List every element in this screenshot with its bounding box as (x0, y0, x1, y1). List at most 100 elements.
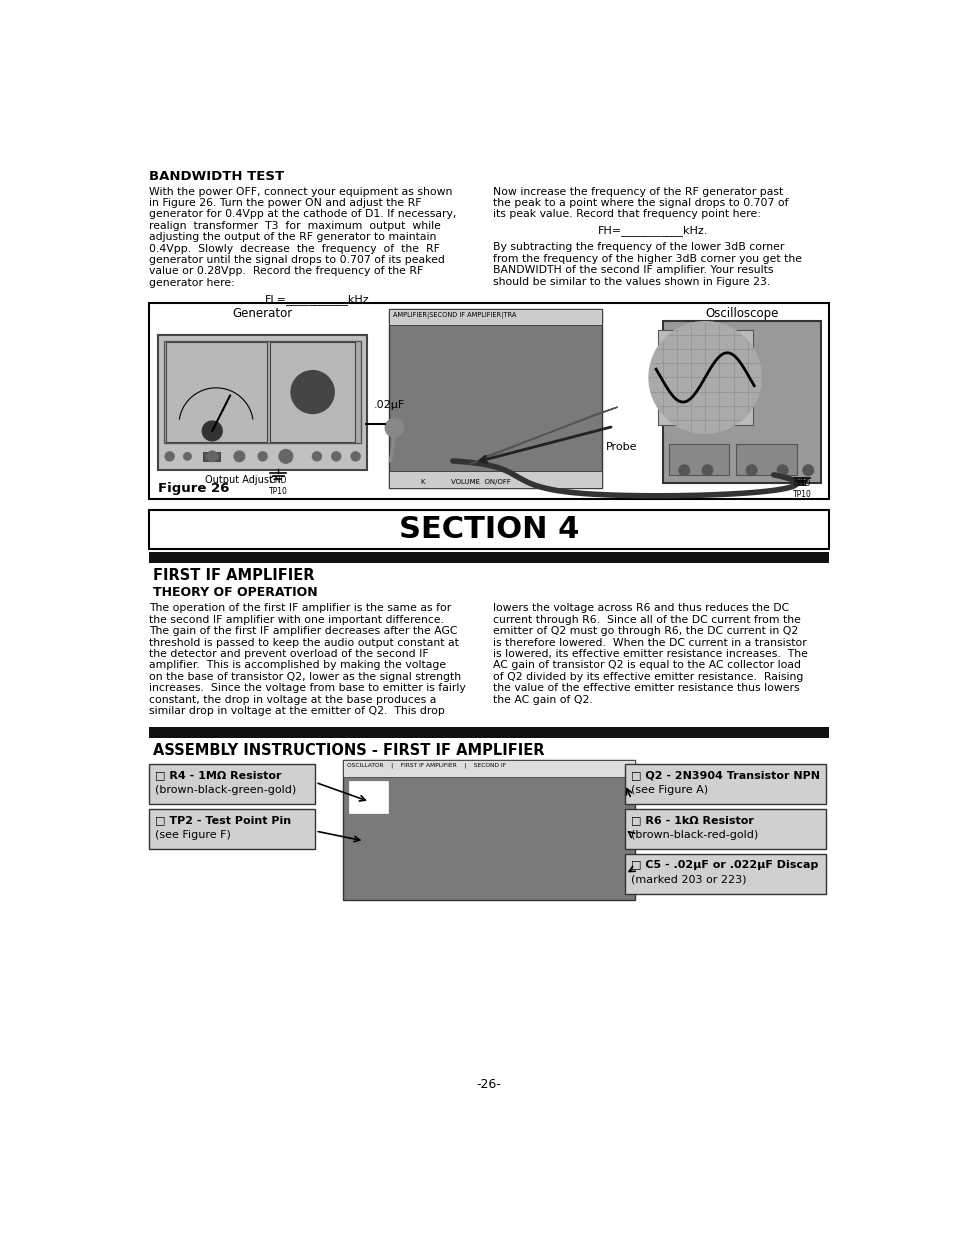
Text: □ R6 - 1kΩ Resistor: □ R6 - 1kΩ Resistor (631, 815, 753, 825)
Text: generator for 0.4Vpp at the cathode of D1. If necessary,: generator for 0.4Vpp at the cathode of D… (149, 210, 456, 220)
Text: AC gain of transistor Q2 is equal to the AC collector load: AC gain of transistor Q2 is equal to the… (493, 661, 800, 671)
Text: AMPLIFIER|SECOND IF AMPLIFIER|TRA: AMPLIFIER|SECOND IF AMPLIFIER|TRA (393, 311, 516, 319)
Text: VOLUME  ON/OFF: VOLUME ON/OFF (451, 479, 510, 485)
Bar (661, 321, 821, 483)
Bar (389, 471, 601, 488)
Circle shape (385, 419, 403, 437)
Text: With the power OFF, connect your equipment as shown: With the power OFF, connect your equipme… (149, 186, 452, 196)
Text: in Figure 26. Turn the power ON and adjust the RF: in Figure 26. Turn the power ON and adju… (149, 198, 421, 207)
Bar (342, 760, 635, 777)
Text: similar drop in voltage at the emitter of Q2.  This drop: similar drop in voltage at the emitter o… (149, 706, 444, 716)
Text: generator here:: generator here: (149, 278, 234, 288)
Circle shape (802, 464, 813, 475)
Text: (brown-black-green-gold): (brown-black-green-gold) (154, 785, 295, 795)
Text: By subtracting the frequency of the lower 3dB corner: By subtracting the frequency of the lowe… (493, 242, 783, 252)
Bar (149, 303, 828, 499)
Text: constant, the drop in voltage at the base produces a: constant, the drop in voltage at the bas… (149, 694, 436, 705)
Circle shape (312, 452, 321, 461)
Text: current through R6.  Since all of the DC current from the: current through R6. Since all of the DC … (493, 615, 800, 625)
Text: □ Q2 - 2N3904 Transistor NPN: □ Q2 - 2N3904 Transistor NPN (631, 771, 820, 781)
Bar (657, 330, 752, 425)
Text: □ TP2 - Test Point Pin: □ TP2 - Test Point Pin (154, 815, 291, 825)
Bar (149, 510, 828, 548)
Text: realign  transformer  T3  for  maximum  output  while: realign transformer T3 for maximum outpu… (149, 221, 440, 231)
Circle shape (257, 452, 267, 461)
Text: OSCILLATOR    |    FIRST IF AMPLIFIER    |    SECOND IF: OSCILLATOR | FIRST IF AMPLIFIER | SECOND… (346, 763, 505, 768)
Text: lowers the voltage across R6 and thus reduces the DC: lowers the voltage across R6 and thus re… (493, 604, 788, 614)
Text: SECTION 4: SECTION 4 (398, 515, 578, 543)
Bar (342, 760, 635, 900)
Bar (624, 764, 825, 804)
Text: 0.4Vpp.  Slowly  decrease  the  frequency  of  the  RF: 0.4Vpp. Slowly decrease the frequency of… (149, 243, 439, 253)
Bar (349, 781, 387, 813)
Text: emitter of Q2 must go through R6, the DC current in Q2: emitter of Q2 must go through R6, the DC… (493, 626, 798, 636)
Text: FL=___________kHz.: FL=___________kHz. (264, 294, 373, 305)
Circle shape (207, 451, 217, 462)
Text: Output Adjust: Output Adjust (205, 474, 273, 485)
Text: is therefore lowered.  When the DC current in a transistor: is therefore lowered. When the DC curren… (493, 637, 805, 647)
Bar (158, 336, 367, 471)
Bar (668, 445, 728, 474)
Text: the peak to a point where the signal drops to 0.707 of: the peak to a point where the signal dro… (493, 198, 787, 207)
Bar (149, 809, 315, 848)
Text: (see Figure F): (see Figure F) (154, 830, 231, 840)
Text: GND
TP10: GND TP10 (269, 477, 287, 495)
Bar (270, 342, 355, 442)
Circle shape (165, 452, 174, 461)
Circle shape (679, 464, 689, 475)
Text: should be similar to the values shown in Figure 23.: should be similar to the values shown in… (493, 277, 769, 287)
Text: the detector and prevent overload of the second IF: the detector and prevent overload of the… (149, 650, 428, 659)
Text: (brown-black-red-gold): (brown-black-red-gold) (631, 830, 758, 840)
Text: Now increase the frequency of the RF generator past: Now increase the frequency of the RF gen… (493, 186, 782, 196)
Text: -26-: -26- (476, 1078, 500, 1092)
Text: the AC gain of Q2.: the AC gain of Q2. (493, 694, 592, 705)
Text: .02μF: .02μF (373, 400, 404, 410)
Bar (149, 764, 315, 804)
Text: value or 0.28Vpp.  Record the frequency of the RF: value or 0.28Vpp. Record the frequency o… (149, 267, 422, 277)
Text: BANDWIDTH TEST: BANDWIDTH TEST (149, 169, 284, 183)
Text: the second IF amplifier with one important difference.: the second IF amplifier with one importa… (149, 615, 443, 625)
Circle shape (649, 322, 760, 433)
Circle shape (291, 370, 334, 414)
Text: from the frequency of the higher 3dB corner you get the: from the frequency of the higher 3dB cor… (493, 254, 801, 264)
Bar (389, 309, 601, 488)
Bar (166, 342, 266, 442)
Circle shape (278, 450, 293, 463)
Text: K: K (419, 479, 424, 485)
Text: Generator: Generator (233, 308, 293, 320)
Text: GND
TP10: GND TP10 (792, 479, 811, 499)
Bar (624, 853, 825, 894)
Polygon shape (470, 408, 617, 464)
Circle shape (745, 464, 757, 475)
Bar (149, 726, 828, 739)
Text: □ C5 - .02μF or .022μF Discap: □ C5 - .02μF or .022μF Discap (631, 860, 818, 869)
Circle shape (202, 421, 222, 441)
Circle shape (233, 451, 245, 462)
Bar (624, 809, 825, 848)
Bar (736, 445, 796, 474)
Text: (marked 203 or 223): (marked 203 or 223) (631, 874, 746, 884)
Text: threshold is passed to keep the audio output constant at: threshold is passed to keep the audio ou… (149, 637, 458, 647)
Bar (389, 309, 601, 326)
Circle shape (351, 452, 360, 461)
Text: ASSEMBLY INSTRUCTIONS - FIRST IF AMPLIFIER: ASSEMBLY INSTRUCTIONS - FIRST IF AMPLIFI… (152, 742, 543, 758)
Text: its peak value. Record that frequency point here:: its peak value. Record that frequency po… (493, 210, 760, 220)
Circle shape (183, 452, 192, 461)
Text: The gain of the first IF amplifier decreases after the AGC: The gain of the first IF amplifier decre… (149, 626, 456, 636)
Text: BANDWIDTH of the second IF amplifier. Your results: BANDWIDTH of the second IF amplifier. Yo… (493, 266, 773, 275)
Text: adjusting the output of the RF generator to maintain: adjusting the output of the RF generator… (149, 232, 436, 242)
Text: THEORY OF OPERATION: THEORY OF OPERATION (152, 587, 316, 599)
Circle shape (701, 464, 712, 475)
Circle shape (332, 452, 340, 461)
Text: FIRST IF AMPLIFIER: FIRST IF AMPLIFIER (152, 568, 314, 583)
Text: on the base of transistor Q2, lower as the signal strength: on the base of transistor Q2, lower as t… (149, 672, 460, 682)
Text: Oscilloscope: Oscilloscope (704, 308, 778, 320)
Text: the value of the effective emitter resistance thus lowers: the value of the effective emitter resis… (493, 683, 799, 693)
Text: of Q2 divided by its effective emitter resistance.  Raising: of Q2 divided by its effective emitter r… (493, 672, 802, 682)
Text: FH=___________kHz.: FH=___________kHz. (597, 226, 707, 236)
Text: The operation of the first IF amplifier is the same as for: The operation of the first IF amplifier … (149, 604, 451, 614)
Text: (see Figure A): (see Figure A) (631, 785, 707, 795)
Bar (164, 341, 360, 443)
Text: Probe: Probe (605, 442, 637, 452)
Bar (203, 452, 220, 461)
